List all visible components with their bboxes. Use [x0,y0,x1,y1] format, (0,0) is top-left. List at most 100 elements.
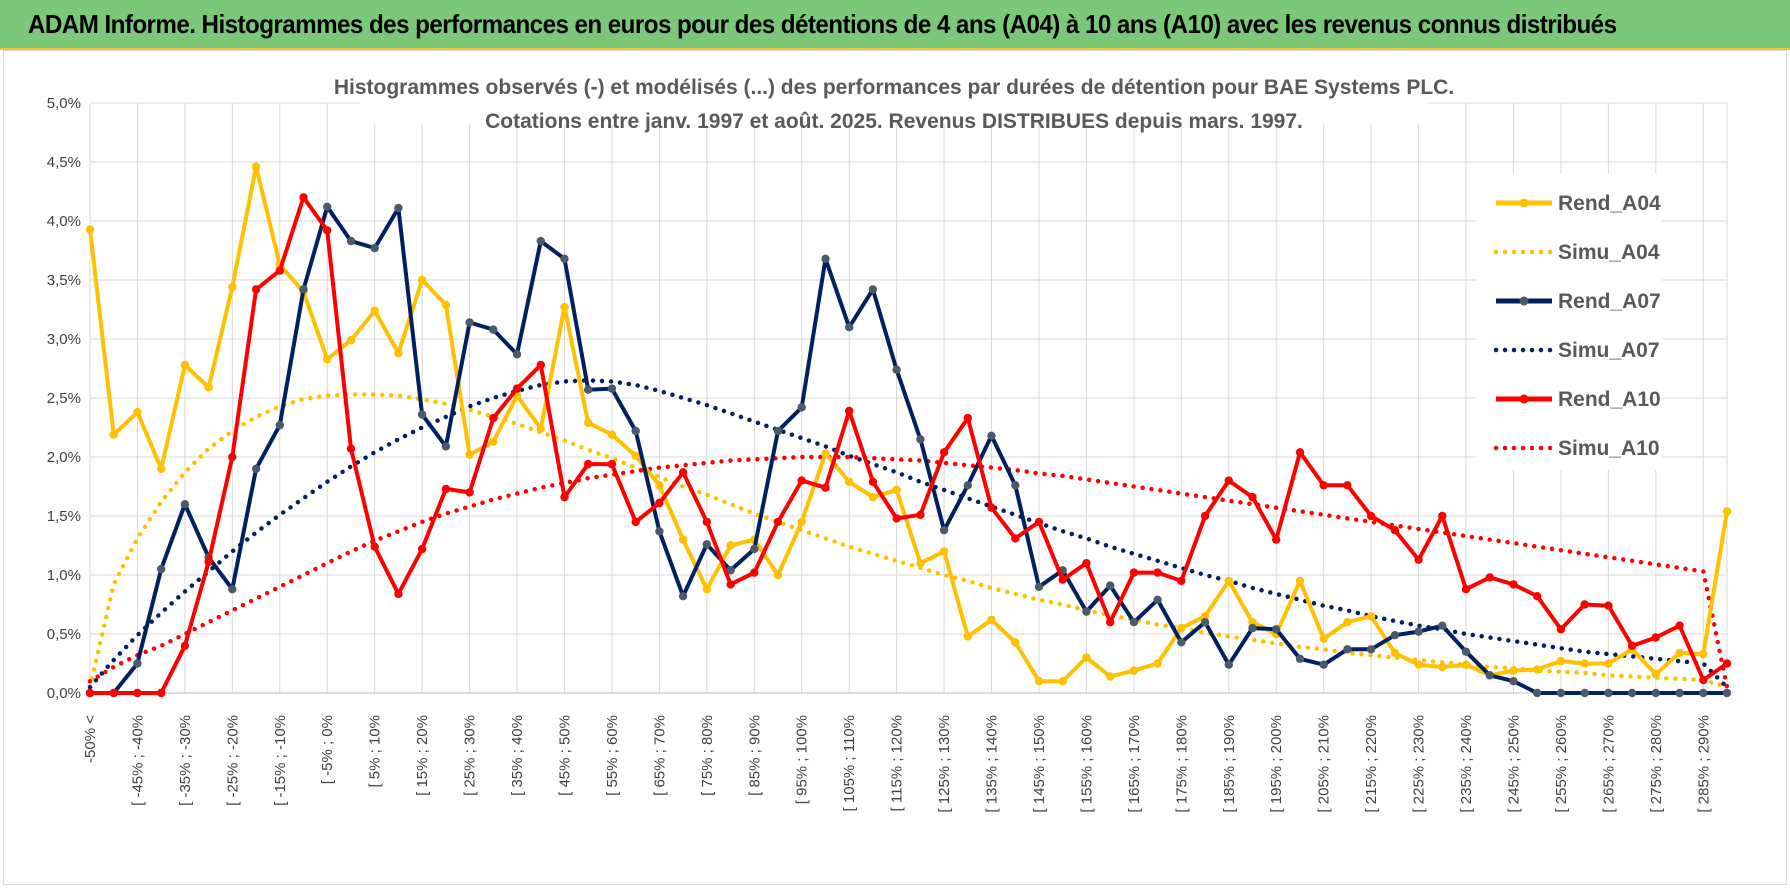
point-Rend_A10 [1200,511,1210,521]
point-Rend_A07 [180,500,190,509]
point-Rend_A10 [1295,448,1305,457]
point-Rend_A10 [1556,625,1566,634]
point-Rend_A04 [1343,618,1352,627]
x-tick-label: [ 165% ; 170% [1126,715,1143,813]
point-Rend_A07 [987,431,996,440]
point-Rend_A07 [1082,607,1091,616]
point-Rend_A04 [1248,618,1257,627]
point-Rend_A04 [987,615,996,624]
point-Rend_A07 [750,544,759,554]
point-Rend_A07 [299,285,308,294]
point-Rend_A04 [1699,649,1708,659]
point-Rend_A10 [417,544,427,554]
point-Rend_A04 [1461,660,1471,669]
y-tick-label: 5,0% [47,95,81,112]
point-Rend_A04 [465,450,474,459]
point-Rend_A10 [133,688,142,698]
point-Rend_A04 [1058,677,1067,686]
point-Rend_A10 [1651,633,1661,642]
point-Rend_A04 [157,464,166,473]
point-Rend_A04 [536,424,545,433]
point-Rend_A10 [1699,675,1708,685]
point-Rend_A04 [85,225,95,234]
point-Rend_A04 [1509,666,1518,675]
point-Rend_A07 [1414,627,1423,636]
point-Rend_A07 [963,481,972,490]
point-Rend_A10 [1722,659,1732,668]
point-Rend_A10 [1438,511,1447,521]
x-tick-label: [ 45% ; 50% [556,715,573,796]
point-Rend_A10 [987,503,996,512]
point-Rend_A04 [868,492,878,502]
x-tick-label: [ 5% ; 10% [367,715,384,788]
y-tick-label: 0,0% [47,685,81,702]
x-tick-label: [ 15% ; 20% [414,715,431,796]
point-Rend_A10 [773,517,783,527]
x-tick-label: [ 285% ; 290% [1695,715,1712,813]
point-Rend_A04 [1556,656,1566,666]
point-Rend_A10 [228,452,237,462]
point-Rend_A07 [1343,645,1352,654]
point-Rend_A10 [916,510,925,519]
point-Rend_A07 [133,659,142,668]
point-Rend_A10 [631,517,640,527]
point-Rend_A04 [323,354,332,364]
point-Rend_A07 [1011,481,1020,490]
point-Rend_A10 [1343,481,1352,490]
point-Rend_A10 [489,413,498,423]
point-Rend_A04 [228,282,237,292]
point-Rend_A04 [1319,634,1328,643]
x-tick-label: [ 205% ; 210% [1316,715,1333,813]
series-line-Simu_A04 [87,392,1730,690]
legend-label: Simu_A07 [1558,339,1660,362]
point-Rend_A07 [1699,688,1708,698]
point-Rend_A10 [323,226,332,235]
point-Rend_A07 [1248,623,1257,633]
x-tick-label: [ -45% ; -40% [129,715,146,806]
x-tick-label: [ 95% ; 100% [794,715,811,804]
point-Rend_A07 [512,350,522,359]
y-tick-label: 2,5% [47,390,81,407]
point-Rend_A04 [655,481,664,490]
point-Rend_A04 [1438,662,1447,672]
point-Rend_A04 [109,430,118,439]
y-tick-label: 4,5% [47,154,81,171]
point-Rend_A10 [560,492,569,502]
point-Rend_A10 [1366,511,1376,521]
y-tick-label: 1,5% [47,508,81,525]
point-Rend_A10 [1153,568,1162,577]
point-Rend_A07 [1129,618,1139,627]
point-Rend_A10 [394,589,403,599]
series-lines [85,162,1732,698]
point-Rend_A04 [1153,659,1162,668]
point-Rend_A10 [1129,568,1139,577]
x-tick-label: [ 85% ; 90% [746,715,763,796]
point-Rend_A10 [1034,517,1044,527]
banner-title: ADAM Informe. Histogrammes des performan… [28,9,1617,39]
point-Rend_A04 [1414,660,1423,669]
title-backdrop [360,68,1428,124]
x-tick-label: [ 115% ; 120% [889,715,906,811]
x-tick-label: [ 55% ; 60% [604,715,621,796]
point-Rend_A07 [1485,671,1495,680]
x-tick-label: [ 25% ; 30% [462,715,479,796]
point-Rend_A04 [584,418,593,427]
point-Rend_A04 [845,477,854,486]
point-Rend_A07 [939,526,949,535]
x-tick-label: [ -5% ; 0% [319,715,336,784]
point-Rend_A10 [1058,575,1067,584]
point-Rend_A04 [1533,665,1542,674]
point-Rend_A10 [370,542,379,551]
point-Rend_A10 [821,483,830,492]
point-Rend_A04 [441,300,451,309]
point-Rend_A07 [228,585,237,594]
point-Rend_A10 [845,406,854,416]
point-Rend_A07 [1651,688,1661,698]
point-Rend_A10 [797,476,806,485]
point-Rend_A04 [1651,669,1661,679]
point-Rend_A10 [1533,592,1542,601]
point-Rend_A04 [1129,666,1139,675]
point-Rend_A10 [750,568,759,577]
x-tick-label: [ -25% ; -20% [224,715,241,806]
point-Rend_A07 [370,243,379,253]
